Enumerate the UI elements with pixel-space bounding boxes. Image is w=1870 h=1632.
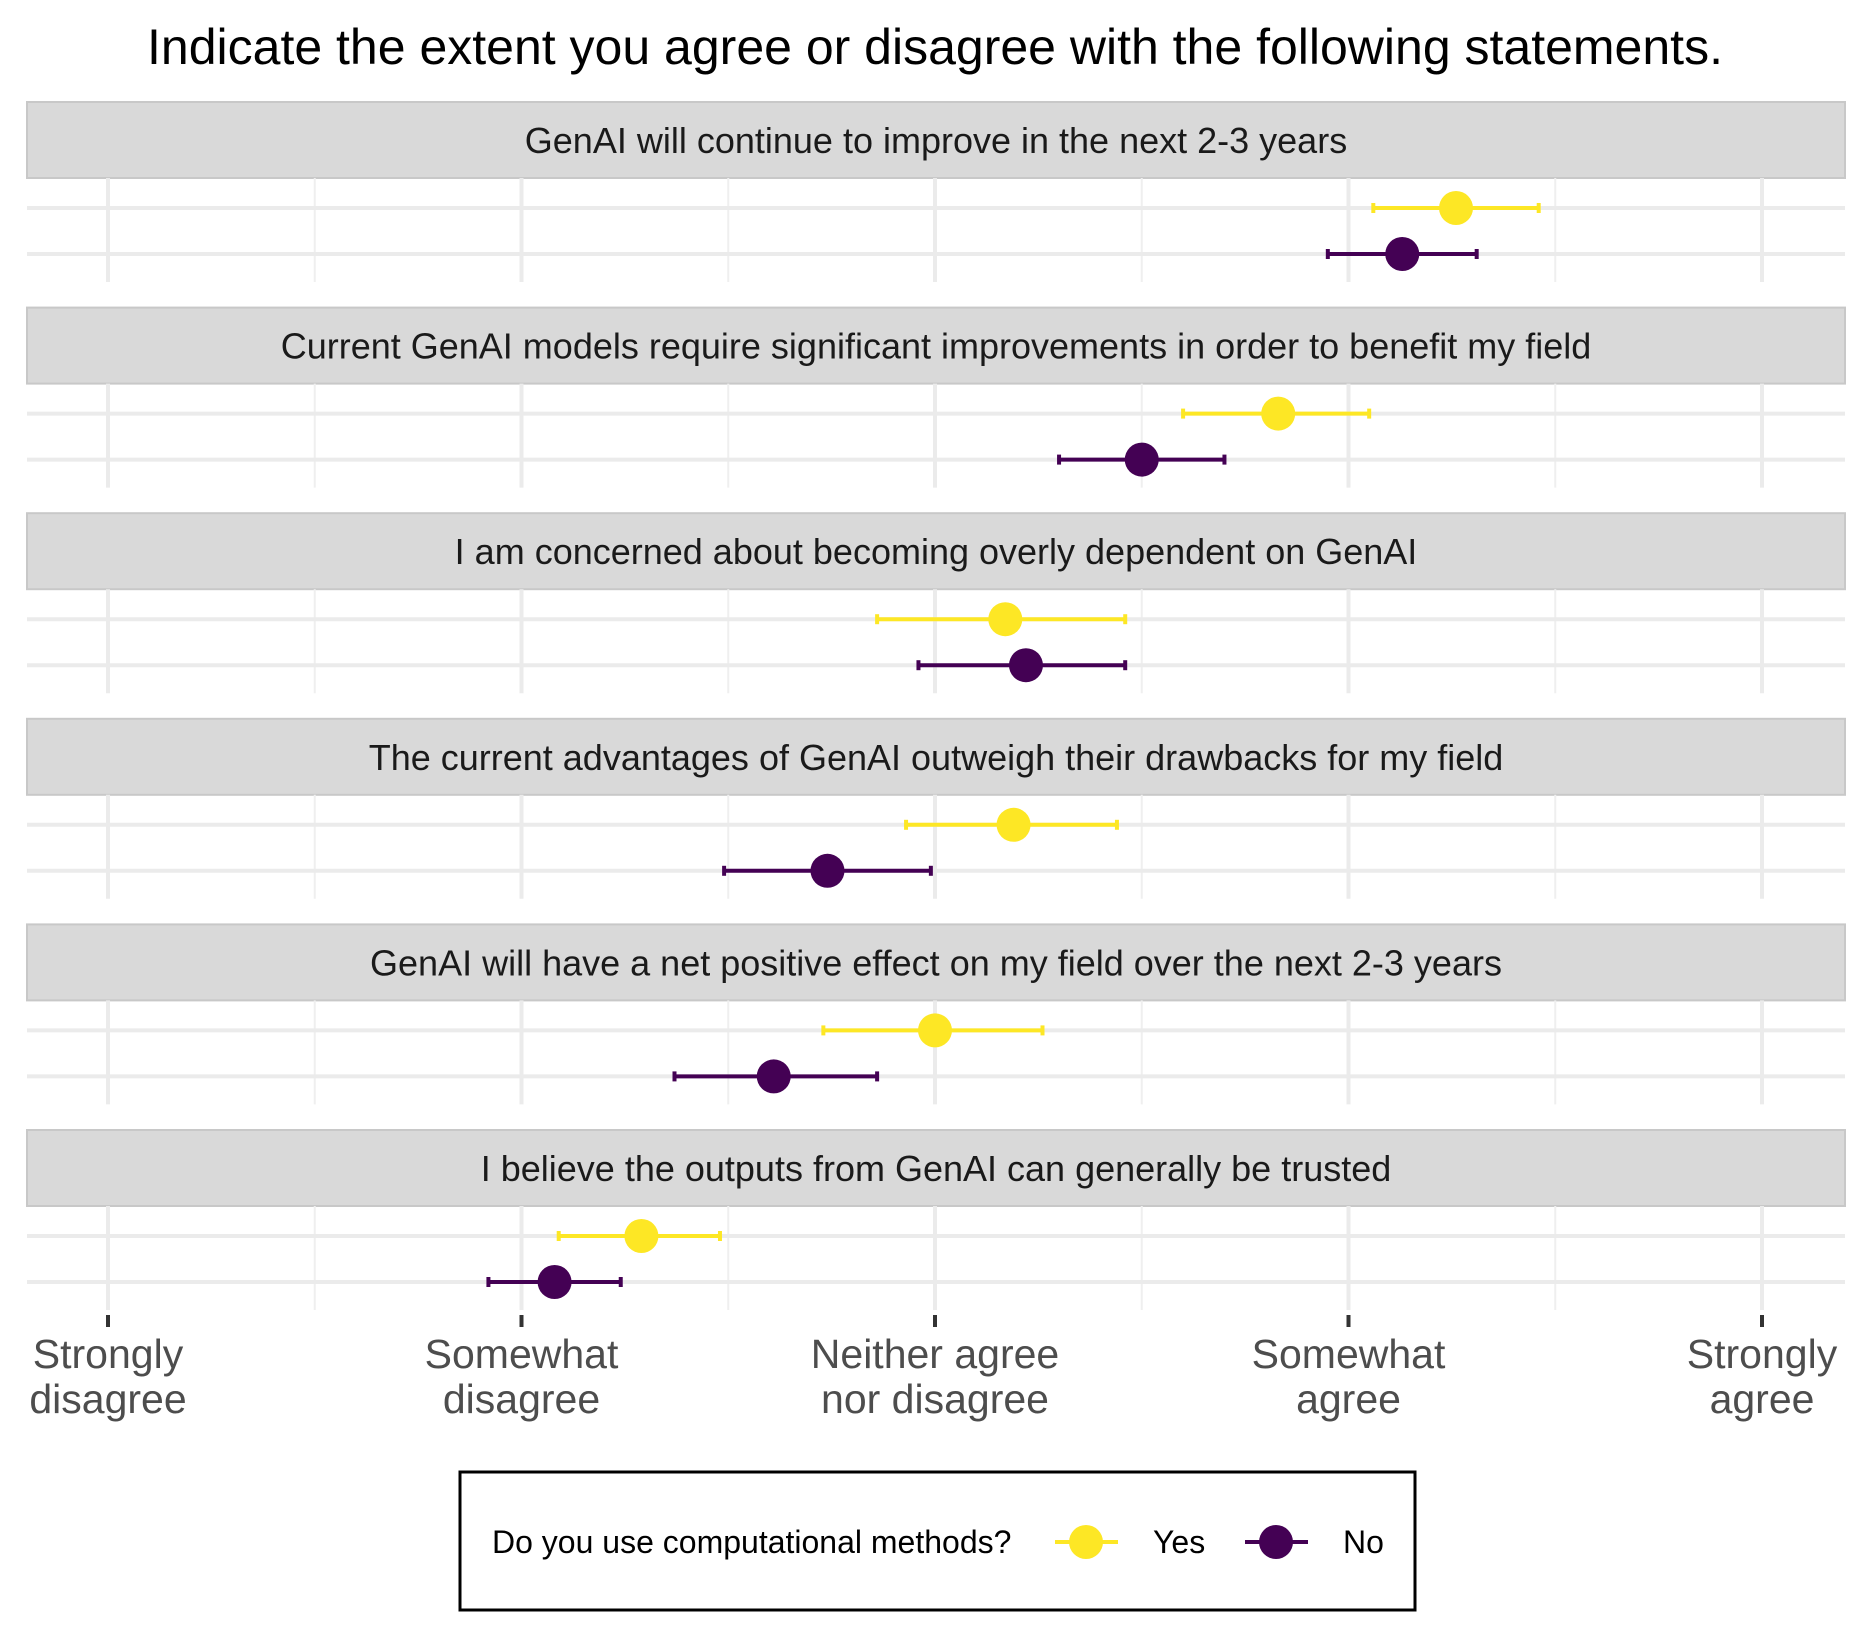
mean-point: [624, 1219, 659, 1253]
x-tick-label-line: nor disagree: [821, 1376, 1049, 1422]
legend-entry: No: [1245, 1524, 1384, 1560]
mean-point: [996, 807, 1031, 842]
mean-point: [918, 1013, 952, 1048]
mean-point: [1008, 648, 1043, 683]
facet-panel: GenAI will continue to improve in the ne…: [26, 101, 1846, 282]
facet-strip-label: Current GenAI models require significant…: [281, 326, 1592, 367]
x-tick-label: Strongly disagree: [29, 1331, 186, 1422]
mean-point: [756, 1059, 791, 1094]
facet-strip-label: GenAI will have a net positive effect on…: [370, 942, 1502, 983]
facet-strip: [26, 923, 1846, 1002]
x-tick-label: Somewhat disagree: [425, 1331, 619, 1422]
mean-point: [810, 853, 845, 888]
mean-point: [1385, 237, 1420, 271]
facet-panel: Current GenAI models require significant…: [26, 306, 1846, 488]
facet-strip-label: I am concerned about becoming overly dep…: [455, 531, 1418, 572]
x-tick-label-line: disagree: [443, 1376, 600, 1422]
facet-strip: [26, 1129, 1846, 1207]
x-tick-label-line: Somewhat: [1252, 1331, 1446, 1377]
legend-label: No: [1343, 1524, 1384, 1560]
mean-point: [537, 1265, 572, 1299]
x-tick-label: Somewhat agree: [1252, 1331, 1446, 1422]
mean-point: [1439, 191, 1474, 225]
legend-title: Do you use computational methods?: [492, 1524, 1011, 1560]
facet-strip: [26, 101, 1846, 179]
chart-title: Indicate the extent you agree or disagre…: [147, 19, 1723, 75]
facet-panel: I am concerned about becoming overly dep…: [26, 512, 1846, 694]
facet-panel: The current advantages of GenAI outweigh…: [26, 717, 1846, 899]
facet-strip: [26, 306, 1846, 385]
mean-point: [1124, 442, 1159, 477]
mean-point: [1261, 396, 1296, 431]
x-tick-label-line: disagree: [29, 1376, 186, 1422]
facet-strip-label: GenAI will continue to improve in the ne…: [525, 120, 1347, 161]
legend-entry: Yes: [1055, 1524, 1205, 1560]
x-tick-label-line: agree: [1296, 1376, 1401, 1422]
x-tick-label-line: Strongly: [33, 1331, 184, 1377]
facet-panels: GenAI will continue to improve in the ne…: [26, 101, 1846, 1310]
facet-panel: GenAI will have a net positive effect on…: [26, 923, 1846, 1105]
facet-strip-label: The current advantages of GenAI outweigh…: [369, 737, 1504, 778]
x-tick-label: Neither agree nor disagree: [811, 1331, 1059, 1422]
x-tick-label-line: Somewhat: [425, 1331, 619, 1377]
x-tick-label-line: agree: [1710, 1376, 1815, 1422]
facet-strip-label: I believe the outputs from GenAI can gen…: [481, 1148, 1392, 1189]
legend-label: Yes: [1153, 1524, 1205, 1560]
legend: Do you use computational methods? Yes No: [458, 1470, 1417, 1612]
x-tick-label-line: Neither agree: [811, 1331, 1059, 1377]
legend-key-point: [1069, 1525, 1103, 1559]
mean-point: [988, 602, 1023, 637]
facet-panel: I believe the outputs from GenAI can gen…: [26, 1129, 1846, 1310]
x-tick-label: Strongly agree: [1687, 1331, 1838, 1422]
legend-key-point: [1259, 1525, 1293, 1559]
x-tick-label-line: Strongly: [1687, 1331, 1838, 1377]
